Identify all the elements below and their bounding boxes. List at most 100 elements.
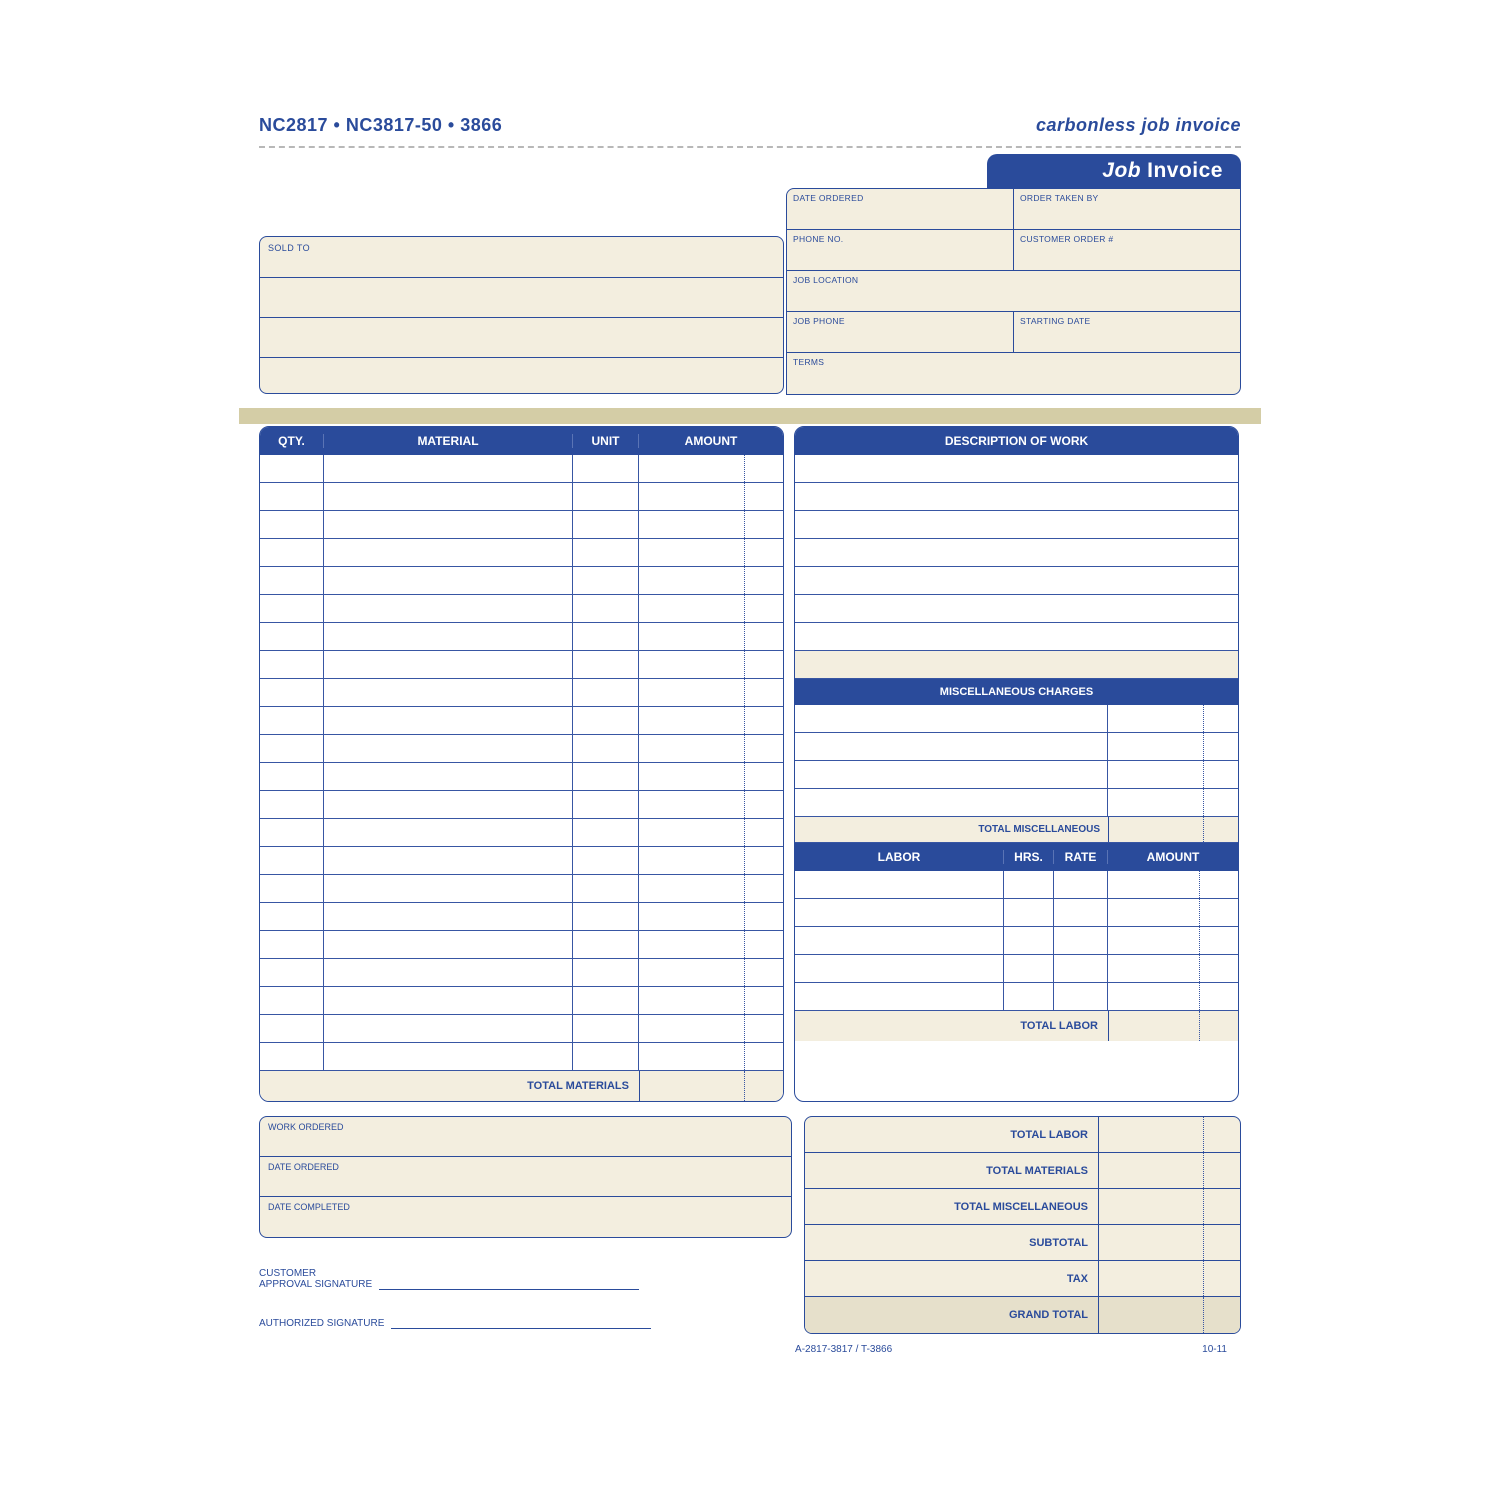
total-misc-row: TOTAL MISCELLANEOUS bbox=[795, 817, 1238, 843]
order-grid: DATE ORDERED ORDER TAKEN BY PHONE NO. CU… bbox=[786, 188, 1241, 395]
material-row bbox=[260, 679, 783, 707]
total-materials-value bbox=[639, 1071, 783, 1101]
desc-row bbox=[795, 623, 1238, 651]
desc-row bbox=[795, 595, 1238, 623]
lbl-date-completed: DATE COMPLETED bbox=[268, 1202, 350, 1212]
lbl-phone-no: PHONE NO. bbox=[793, 234, 843, 244]
material-row bbox=[260, 903, 783, 931]
labor-row bbox=[795, 871, 1238, 899]
summary-row: SUBTOTAL bbox=[805, 1225, 1240, 1261]
material-row bbox=[260, 735, 783, 763]
total-misc-label: TOTAL MISCELLANEOUS bbox=[795, 824, 1108, 835]
material-row bbox=[260, 791, 783, 819]
customer-sig-label2: APPROVAL SIGNATURE bbox=[259, 1279, 372, 1290]
material-row bbox=[260, 847, 783, 875]
materials-header: QTY. MATERIAL UNIT AMOUNT bbox=[260, 427, 783, 455]
summary-label: TOTAL LABOR bbox=[805, 1129, 1098, 1141]
authorized-sig-label: AUTHORIZED SIGNATURE bbox=[259, 1318, 384, 1329]
material-row bbox=[260, 567, 783, 595]
summary-value bbox=[1098, 1117, 1240, 1152]
tab-normal: Invoice bbox=[1147, 159, 1223, 183]
material-row bbox=[260, 1015, 783, 1043]
desc-row bbox=[795, 511, 1238, 539]
hdr-labor-amount: AMOUNT bbox=[1108, 850, 1238, 864]
lbl-terms: TERMS bbox=[793, 357, 824, 367]
material-row bbox=[260, 959, 783, 987]
summary-label: SUBTOTAL bbox=[805, 1237, 1098, 1249]
material-row bbox=[260, 623, 783, 651]
customer-sig-label1: CUSTOMER bbox=[259, 1268, 792, 1279]
summary-row: TOTAL MISCELLANEOUS bbox=[805, 1189, 1240, 1225]
main-grid: QTY. MATERIAL UNIT AMOUNT TOTAL MATERIAL… bbox=[259, 426, 1241, 1102]
misc-body bbox=[795, 705, 1238, 817]
summary-value bbox=[1098, 1189, 1240, 1224]
desc-row bbox=[795, 483, 1238, 511]
summary-label: GRAND TOTAL bbox=[805, 1309, 1098, 1321]
material-row bbox=[260, 931, 783, 959]
work-box: WORK ORDERED DATE ORDERED DATE COMPLETED bbox=[259, 1116, 792, 1238]
hdr-material: MATERIAL bbox=[324, 434, 573, 448]
lbl-job-phone: JOB PHONE bbox=[793, 316, 845, 326]
footer-right: 10-11 bbox=[1202, 1344, 1227, 1355]
summary-row: TOTAL MATERIALS bbox=[805, 1153, 1240, 1189]
summary-row: TAX bbox=[805, 1261, 1240, 1297]
material-row bbox=[260, 651, 783, 679]
lbl-customer-order: CUSTOMER ORDER # bbox=[1020, 234, 1113, 244]
misc-header: MISCELLANEOUS CHARGES bbox=[795, 679, 1238, 705]
labor-body bbox=[795, 871, 1238, 1011]
order-box: Job Invoice DATE ORDERED ORDER TAKEN BY … bbox=[786, 188, 1241, 395]
authorized-sig-line bbox=[391, 1328, 651, 1329]
bottom-area: WORK ORDERED DATE ORDERED DATE COMPLETED… bbox=[259, 1116, 1241, 1334]
desc-row bbox=[795, 539, 1238, 567]
form-subtitle: carbonless job invoice bbox=[1036, 115, 1241, 136]
desc-header-text: DESCRIPTION OF WORK bbox=[795, 434, 1238, 448]
tab-italic: Job bbox=[1102, 159, 1141, 183]
summary-label: TOTAL MATERIALS bbox=[805, 1165, 1098, 1177]
summary-value bbox=[1098, 1261, 1240, 1296]
misc-row bbox=[795, 789, 1238, 817]
summary-value bbox=[1098, 1153, 1240, 1188]
material-row bbox=[260, 511, 783, 539]
hdr-unit: UNIT bbox=[573, 434, 639, 448]
desc-body bbox=[795, 455, 1238, 679]
labor-row bbox=[795, 899, 1238, 927]
total-misc-value bbox=[1108, 817, 1238, 842]
material-row bbox=[260, 875, 783, 903]
footer-codes: A-2817-3817 / T-3866 10-11 bbox=[259, 1344, 1241, 1355]
hdr-labor: LABOR bbox=[795, 850, 1004, 864]
total-labor-row: TOTAL LABOR bbox=[795, 1011, 1238, 1041]
material-row bbox=[260, 1043, 783, 1071]
labor-row bbox=[795, 983, 1238, 1011]
misc-row bbox=[795, 733, 1238, 761]
lbl-date-ordered: DATE ORDERED bbox=[793, 193, 864, 203]
total-labor-value bbox=[1108, 1011, 1238, 1041]
khaki-strip bbox=[239, 408, 1261, 424]
total-materials-row: TOTAL MATERIALS bbox=[260, 1071, 783, 1101]
material-row bbox=[260, 455, 783, 483]
labor-header: LABOR HRS. RATE AMOUNT bbox=[795, 843, 1238, 871]
summary-value bbox=[1098, 1225, 1240, 1260]
misc-row bbox=[795, 761, 1238, 789]
material-row bbox=[260, 539, 783, 567]
material-row bbox=[260, 595, 783, 623]
lbl-starting-date: STARTING DATE bbox=[1020, 316, 1091, 326]
sold-to-label: SOLD TO bbox=[268, 243, 310, 253]
total-labor-label: TOTAL LABOR bbox=[795, 1020, 1108, 1032]
materials-column: QTY. MATERIAL UNIT AMOUNT TOTAL MATERIAL… bbox=[259, 426, 784, 1102]
right-column: DESCRIPTION OF WORK MISCELLANEOUS CHARGE… bbox=[794, 426, 1239, 1102]
summary-box: TOTAL LABOR TOTAL MATERIALS TOTAL MISCELLA… bbox=[804, 1116, 1241, 1334]
bottom-left: WORK ORDERED DATE ORDERED DATE COMPLETED… bbox=[259, 1116, 792, 1334]
customer-sig-line bbox=[379, 1289, 639, 1290]
summary-label: TAX bbox=[805, 1273, 1098, 1285]
material-row bbox=[260, 987, 783, 1015]
material-row bbox=[260, 819, 783, 847]
footer-left: A-2817-3817 / T-3866 bbox=[795, 1344, 892, 1355]
desc-row bbox=[795, 651, 1238, 679]
desc-row bbox=[795, 567, 1238, 595]
sold-to-box: SOLD TO bbox=[259, 236, 784, 394]
summary-value bbox=[1098, 1297, 1240, 1333]
summary-row: TOTAL LABOR bbox=[805, 1117, 1240, 1153]
hdr-amount: AMOUNT bbox=[639, 434, 783, 448]
total-materials-label: TOTAL MATERIALS bbox=[260, 1080, 639, 1092]
lbl-job-location: JOB LOCATION bbox=[793, 275, 858, 285]
